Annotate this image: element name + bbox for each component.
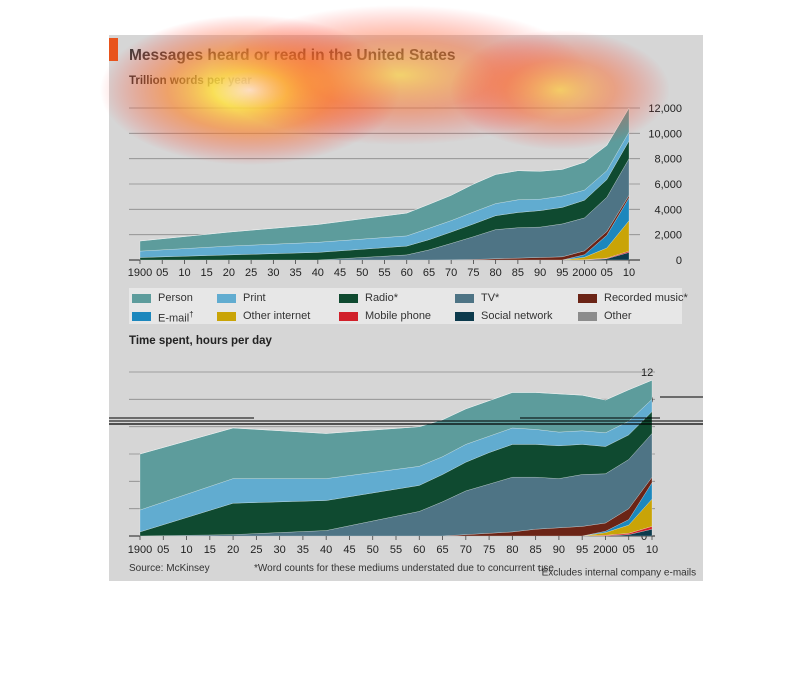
x-tick-label: 80 (506, 544, 518, 556)
bottom-chart-subtitle: Time spent, hours per day (129, 335, 272, 347)
x-tick-label: 45 (334, 267, 346, 279)
x-tick-label: 65 (423, 267, 435, 279)
legend-label: Person (158, 292, 193, 304)
x-tick-label: 60 (413, 544, 425, 556)
x-tick-label: 2000 (572, 267, 596, 279)
legend-swatch (132, 312, 151, 321)
legend: Person Print Radio* TV* Recorded music* E-mai… (129, 288, 688, 325)
x-tick-label: 45 (343, 544, 355, 556)
x-tick-label: 95 (556, 267, 568, 279)
legend-swatch (578, 312, 597, 321)
y-tick-label: 6,000 (654, 179, 682, 191)
y-tick-label: 8,000 (654, 154, 682, 166)
legend-swatch (578, 294, 597, 303)
y-tick-label: 0 (676, 255, 682, 267)
y-tick-label: 12,000 (648, 103, 682, 115)
legend-swatch (217, 312, 236, 321)
x-tick-label: 95 (576, 544, 588, 556)
legend-swatch (455, 294, 474, 303)
x-tick-label: 40 (320, 544, 332, 556)
x-tick-label: 25 (250, 544, 262, 556)
legend-label: Print (243, 292, 266, 304)
x-tick-label: 80 (490, 267, 502, 279)
x-tick-label: 70 (445, 267, 457, 279)
x-tick-label: 20 (223, 267, 235, 279)
x-tick-label: 05 (601, 267, 613, 279)
x-tick-label: 55 (378, 267, 390, 279)
x-tick-label: 35 (297, 544, 309, 556)
x-tick-label: 50 (356, 267, 368, 279)
x-tick-label: 30 (274, 544, 286, 556)
legend-swatch (132, 294, 151, 303)
footnote-email: †Excludes internal company e-mails (537, 563, 696, 578)
x-tick-label: 35 (289, 267, 301, 279)
x-tick-label: 1900 (128, 267, 152, 279)
footnote-email-text: Excludes internal company e-mails (541, 567, 697, 579)
x-tick-label: 10 (646, 544, 658, 556)
legend-swatch (339, 312, 358, 321)
y-tick-label: 2,000 (654, 230, 682, 242)
x-tick-label: 15 (204, 544, 216, 556)
footnote-concurrent-use: *Word counts for these mediums understat… (254, 563, 554, 574)
y-tick-label: 10,000 (648, 128, 682, 140)
x-tick-label: 05 (157, 544, 169, 556)
legend-swatch (217, 294, 236, 303)
area-series (139, 380, 653, 455)
x-tick-label: 40 (312, 267, 324, 279)
x-tick-label: 75 (483, 544, 495, 556)
x-tick-label: 85 (512, 267, 524, 279)
x-tick-label: 70 (460, 544, 472, 556)
x-tick-label: 65 (436, 544, 448, 556)
x-tick-label: 90 (534, 267, 546, 279)
x-tick-label: 60 (401, 267, 413, 279)
x-tick-label: 25 (245, 267, 257, 279)
x-tick-label: 90 (553, 544, 565, 556)
x-tick-label: 20 (227, 544, 239, 556)
x-tick-label: 15 (201, 267, 213, 279)
y-tick-label: 4,000 (654, 204, 682, 216)
x-tick-label: 05 (623, 544, 635, 556)
legend-label: Social network (481, 310, 553, 322)
x-tick-label: 55 (390, 544, 402, 556)
x-tick-label: 50 (367, 544, 379, 556)
legend-label: TV* (481, 292, 500, 304)
x-tick-label: 85 (530, 544, 542, 556)
x-tick-label: 10 (180, 544, 192, 556)
legend-label: Other internet (243, 310, 311, 322)
x-tick-label: 10 (623, 267, 635, 279)
legend-label: Mobile phone (365, 310, 432, 322)
legend-label: Recorded music* (604, 292, 688, 304)
x-tick-label: 75 (467, 267, 479, 279)
legend-swatch (339, 294, 358, 303)
legend-swatch (455, 312, 474, 321)
footnote-mark: † (537, 563, 542, 573)
y-tick-label: 0 (641, 531, 647, 543)
x-tick-label: 1900 (128, 544, 152, 556)
legend-label: E-mail† (158, 310, 194, 325)
x-tick-label: 30 (267, 267, 279, 279)
source-note: Source: McKinsey (129, 563, 210, 574)
legend-label: Radio* (365, 292, 399, 304)
legend-label: Other (604, 310, 632, 322)
x-tick-label: 05 (156, 267, 168, 279)
x-tick-label: 2000 (593, 544, 617, 556)
x-tick-label: 10 (178, 267, 190, 279)
y-tick-label: 12 (641, 367, 653, 379)
